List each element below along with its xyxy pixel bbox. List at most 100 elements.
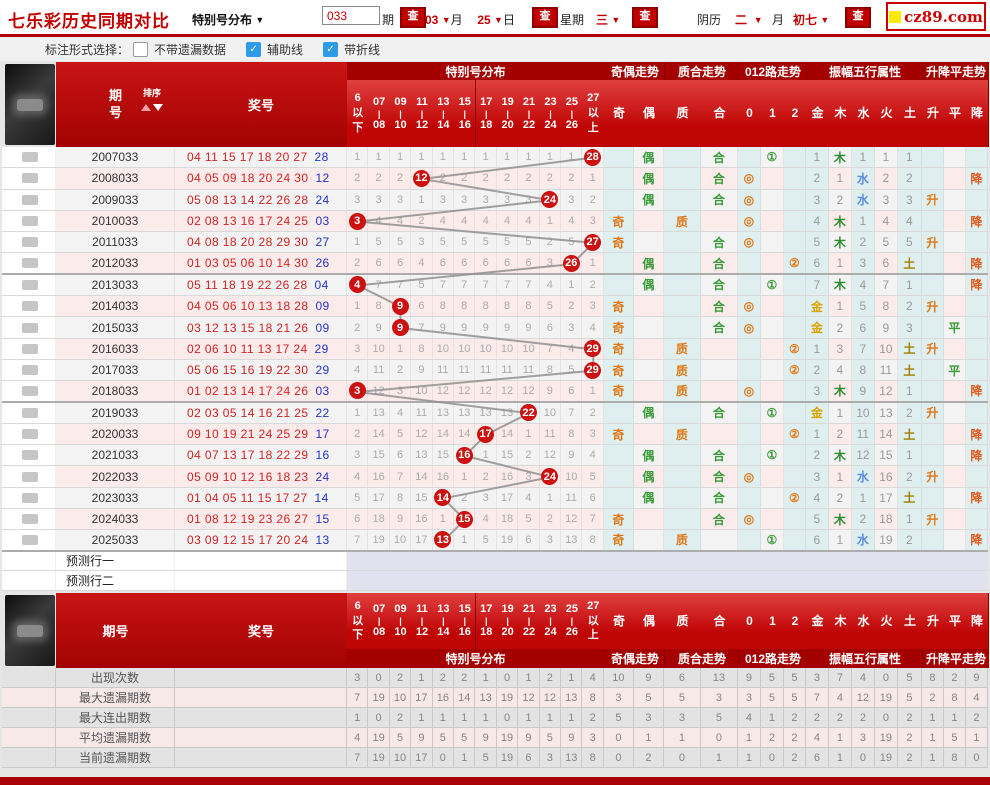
miss-count: 2	[396, 172, 404, 185]
stats-trend-cell: 0	[874, 708, 898, 727]
search-week-button[interactable]: 查	[632, 7, 658, 28]
prize-special: 29	[314, 341, 329, 356]
trend-cell	[943, 530, 966, 550]
trend-value: ◎	[743, 512, 755, 527]
trend-value: 降	[970, 256, 983, 271]
prediction-input-area[interactable]	[347, 571, 988, 590]
prize-balls: 02 08 13 16 17 24 25	[187, 214, 309, 229]
trend-cell	[943, 232, 966, 253]
trend-cell: 合	[700, 509, 738, 530]
trend-cell: ◎	[737, 232, 761, 253]
search-issue-button[interactable]: 查	[400, 7, 426, 28]
annotation-checkbox-1[interactable]: ✓	[246, 41, 262, 57]
table-row: 2024033 01 08 12 19 23 26 27 15 6 18 9 16 1 15 4 1…	[2, 509, 988, 531]
stats-trend-cell: 2	[633, 748, 664, 767]
trend-value: 11	[856, 427, 870, 441]
dist-cell: 24	[539, 189, 562, 210]
table-row: 2018033 01 02 13 14 17 24 26 03 3 12 3 10 12 12 1…	[2, 381, 988, 403]
miss-count: 2	[439, 172, 446, 185]
row-marker	[22, 534, 38, 545]
trend-cell	[943, 253, 966, 273]
annotation-checkbox-2[interactable]: ✓	[323, 41, 339, 57]
dist-cell: 9	[389, 296, 412, 317]
trend-cell: 8	[851, 359, 875, 381]
lunar-day-select[interactable]: 初七 ▼	[793, 13, 830, 27]
miss-count: 4	[482, 215, 489, 228]
prediction-prize-cell[interactable]	[175, 571, 347, 590]
dist-col-header: 17 | 18	[475, 80, 498, 147]
stats-dist-cell: 3	[347, 668, 369, 687]
prediction-prize-cell[interactable]	[175, 551, 347, 571]
sort-control[interactable]: 排序	[141, 86, 163, 114]
issue-input[interactable]	[322, 6, 380, 25]
week-select[interactable]: 三 ▼	[596, 13, 621, 27]
trend-value: 合	[712, 171, 725, 186]
sort-desc-icon[interactable]	[153, 104, 163, 111]
trend-col-header: 2	[784, 593, 807, 649]
stats-dist-cell: 5	[432, 728, 455, 747]
search-date-button[interactable]: 查	[532, 7, 558, 28]
miss-count: 7	[525, 278, 532, 291]
miss-count: 1	[418, 151, 425, 164]
trend-value: 4	[813, 490, 821, 505]
site-logo[interactable]: cz89.com	[886, 2, 986, 31]
trend-value: 偶	[642, 406, 655, 421]
stats-dist-cell: 1	[475, 668, 497, 687]
dist-cell: 1	[432, 509, 455, 530]
miss-count: 1	[396, 342, 404, 355]
trend-cell	[663, 296, 701, 317]
trend-cell: 2	[828, 189, 852, 210]
trend-cell	[603, 168, 634, 189]
miss-count: 1	[396, 151, 404, 164]
trend-value: 4	[906, 214, 913, 229]
stats-trend-cell: 1	[663, 728, 701, 747]
trend-cell: 15	[874, 445, 898, 466]
trend-cell: 10	[874, 338, 898, 359]
row-marker	[22, 407, 38, 418]
trend-cell: 5	[874, 232, 898, 253]
stats-row: 平均遗漏期数 4 19 5 9 5 5 9 19 9 5 9 3 0 1 1 0 1 2 2 4 1 3 19 2 1 5 1	[2, 728, 988, 748]
trend-group-header: 质合走势	[664, 62, 739, 80]
miss-count: 8	[568, 428, 575, 440]
prize-balls: 04 07 13 17 18 22 29	[187, 448, 309, 463]
dist-cell: 9	[518, 317, 540, 338]
stats-trend-cell: 5	[700, 708, 738, 727]
stats-dist-cell: 19	[496, 688, 519, 707]
month-select[interactable]: 03 ▼	[425, 13, 451, 27]
prize-cell: 04 05 06 10 13 18 28 09	[175, 296, 347, 317]
miss-count: 2	[354, 257, 361, 270]
stats-trend-cell: 1	[737, 748, 761, 767]
annotation-checkbox-0[interactable]	[133, 41, 149, 57]
miss-count: 4	[589, 449, 596, 462]
miss-count: 8	[461, 300, 468, 313]
search-lunar-button[interactable]: 查	[845, 7, 871, 28]
dist-cell: 2	[475, 466, 497, 487]
prize-balls: 05 09 10 12 16 18 23	[187, 469, 309, 484]
trend-cell: 5	[851, 296, 875, 317]
trend-cell: 4	[805, 210, 829, 232]
trend-col-header: 水	[852, 80, 876, 147]
prize-cell: 02 08 13 16 17 24 25 03	[175, 210, 347, 232]
miss-count: 8	[525, 300, 532, 313]
trend-value: 13	[879, 405, 893, 420]
trend-col-header: 土	[898, 593, 923, 649]
sort-asc-icon[interactable]	[141, 104, 151, 111]
prize-cell: 05 06 15 16 19 22 30 29	[175, 359, 347, 381]
trend-cell	[700, 210, 738, 232]
row-stub	[2, 168, 56, 189]
prize-cell: 01 08 12 19 23 26 27 15	[175, 509, 347, 530]
row-marker	[22, 429, 38, 439]
mode-select[interactable]: 特别号分布 ▼	[192, 13, 265, 27]
dist-cell: 2	[475, 168, 497, 189]
day-select[interactable]: 25 ▼	[477, 13, 503, 27]
dist-cell: 13	[475, 402, 497, 423]
lunar-month-select[interactable]: 二 ▼	[735, 13, 763, 27]
trend-cell: 质	[663, 423, 701, 445]
prediction-input-area[interactable]	[347, 551, 988, 571]
trend-cell: 1	[897, 147, 922, 168]
stats-dist-cell: 13	[561, 688, 583, 707]
sort-label: 排序	[142, 88, 161, 98]
trend-cell: 平	[943, 359, 966, 381]
dist-col-header: 07 | 08	[368, 80, 391, 147]
trend-value: 奇	[612, 533, 625, 548]
